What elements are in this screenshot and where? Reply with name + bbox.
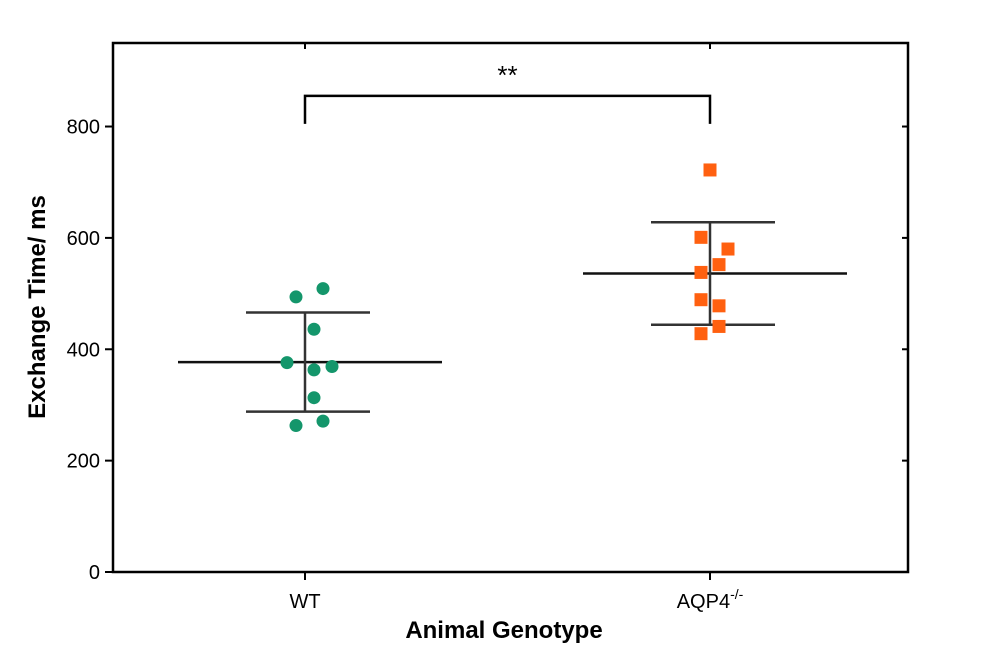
data-point — [316, 282, 330, 296]
y-tick-label: 0 — [89, 562, 100, 584]
data-point — [694, 230, 708, 244]
data-point — [712, 258, 726, 272]
data-point — [694, 265, 708, 279]
data-point — [703, 163, 717, 177]
data-point — [712, 299, 726, 313]
data-point — [289, 419, 303, 433]
x-tick-label: WT — [289, 591, 320, 613]
x-tick-label: AQP4-/- — [677, 586, 744, 613]
data-point — [316, 414, 330, 428]
bracket-line — [303, 94, 712, 124]
y-tick-label: 600 — [67, 228, 100, 250]
y-tick-label: 400 — [67, 339, 100, 361]
y-tick-label: 800 — [67, 117, 100, 139]
x-axis: WT AQP4-/- — [289, 43, 744, 613]
data-point — [307, 363, 321, 377]
data-point — [307, 322, 321, 336]
data-point — [289, 290, 303, 304]
data-point — [280, 356, 294, 370]
data-point — [694, 327, 708, 341]
significance-label: ** — [497, 60, 517, 90]
y-axis: 0 200 400 600 800 — [67, 117, 908, 584]
data-point — [694, 293, 708, 307]
plot-border — [111, 41, 910, 574]
significance-bracket: ** — [303, 60, 712, 124]
data-points — [280, 163, 735, 433]
plot-frame — [111, 41, 910, 574]
data-point — [721, 242, 735, 256]
y-axis-title: Exchange Time/ ms — [24, 195, 51, 419]
y-tick-label: 200 — [67, 451, 100, 473]
data-point — [307, 391, 321, 405]
x-axis-title: Animal Genotype — [405, 617, 602, 644]
data-point — [712, 319, 726, 333]
error-bars — [178, 221, 847, 413]
data-point — [325, 360, 339, 374]
